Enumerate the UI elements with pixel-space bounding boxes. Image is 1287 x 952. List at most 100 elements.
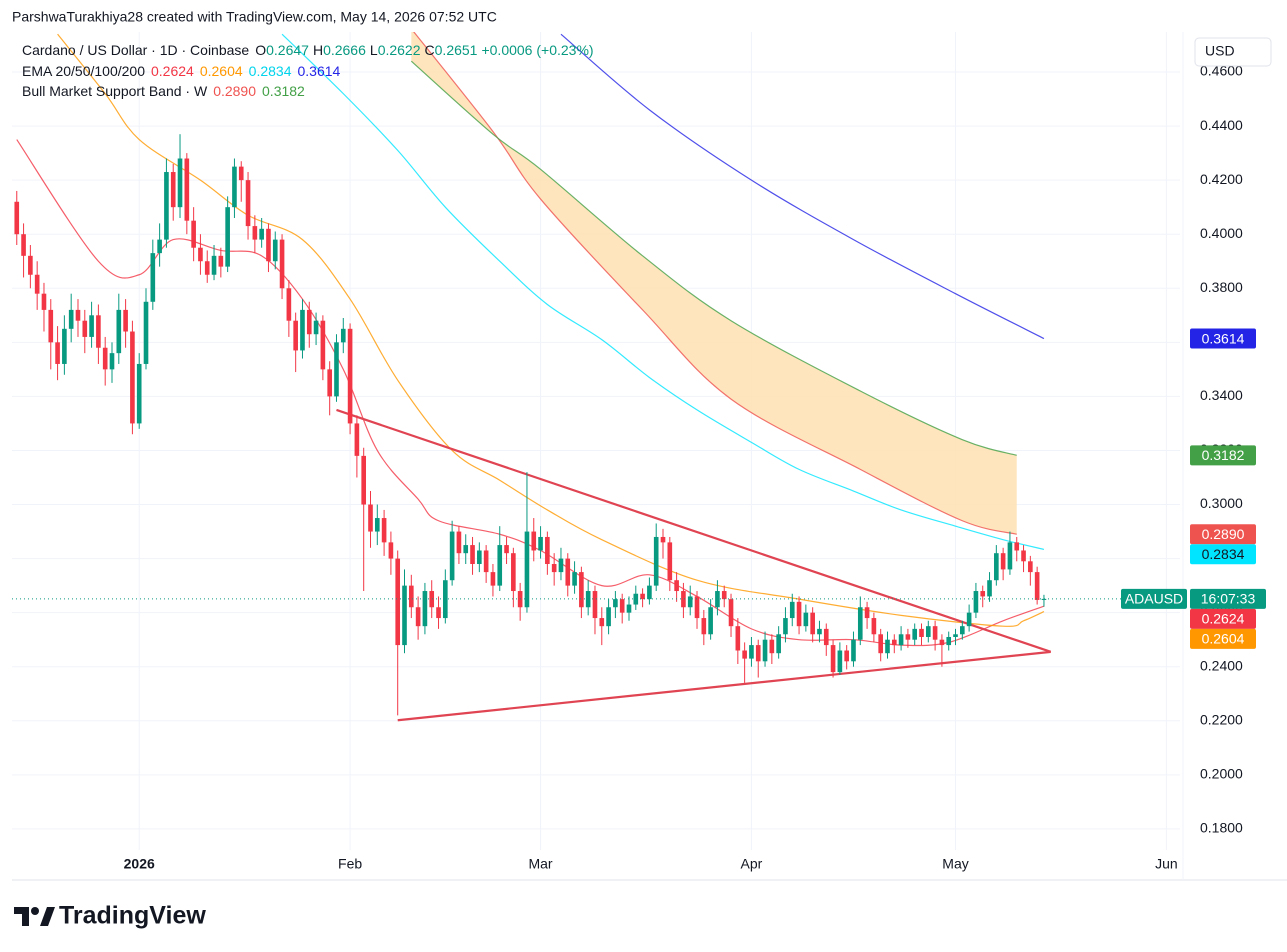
price-label: 0.2834 [1202,546,1245,562]
candle-body [735,626,741,651]
price-label: 0.2604 [1202,631,1245,647]
candle-body [34,274,40,294]
candle-body [1000,553,1006,570]
candle-body [640,593,645,600]
logo-mark [31,907,39,915]
x-tick-label: Jun [1155,856,1178,872]
y-tick-label: 0.4600 [1200,63,1243,79]
candle-body [320,320,326,370]
logo-mark [40,907,55,926]
candle-body [973,591,979,613]
legend-ema: EMA 20/50/100/200 0.2624 0.2604 0.2834 0.361… [22,63,341,79]
candle-body [21,234,26,256]
indicator-line [57,33,1045,627]
candle-body [912,628,918,640]
candle-body [504,545,509,554]
y-tick-label: 0.4200 [1200,171,1243,187]
price-label: 16:07:33 [1201,591,1256,607]
candle-body [388,542,394,559]
candle-body [177,158,183,208]
candle-body [667,542,673,581]
candle-body [851,639,856,662]
candle-body [837,650,843,673]
legend-key: O [255,42,266,58]
currency-button[interactable] [1194,37,1272,67]
trendline [336,408,1052,653]
candle-body [960,626,965,635]
candle-body [422,591,428,627]
candle-body [919,628,924,637]
candle-body [184,158,190,221]
legend-close: 0.2651 [435,42,478,58]
legend-key: H [313,42,323,58]
candle-body [82,320,88,337]
candle-body [905,634,911,640]
candle-body [300,309,305,351]
candle-body [89,315,94,337]
candle-body [789,601,795,619]
candle-body [681,591,686,608]
candle-body [340,328,346,343]
price-label-bg [1190,628,1256,649]
candle-body [109,353,115,370]
candle-body [1041,598,1047,600]
price-label-bg [1190,524,1256,545]
indicator-line [413,32,1017,535]
candle-body [211,255,217,275]
candle-body [286,288,292,321]
logo-mark [14,907,29,926]
y-tick-label: 0.1800 [1200,820,1243,836]
candle-body [708,607,713,635]
candle-body [96,315,101,348]
candle-body [48,309,54,343]
candle-body [810,612,815,635]
candle-body [844,650,849,662]
candle-body [245,180,251,227]
candle-body [408,585,414,608]
price-label-bg [1190,328,1256,349]
candle-body [626,604,632,613]
candle-body [443,580,448,619]
candle-body [599,618,605,627]
x-tick-label: Mar [528,856,552,872]
header: ParshwaTurakhiya28 created with TradingV… [12,9,497,25]
candle-body [354,423,360,456]
candle-body [857,607,863,640]
brand: TradingView [59,902,206,930]
candle-body [769,639,775,654]
price-label: 0.2624 [1202,611,1245,627]
candle-body [347,328,353,424]
candle-body [62,328,67,364]
candle-body [272,239,278,262]
legend-bull-value: 0.2890 [213,83,256,99]
candle-body [306,309,312,335]
x-tick-label: Feb [338,856,362,872]
candle-body [796,601,802,627]
y-tick-label: 0.4000 [1200,225,1243,241]
candle-body [266,228,271,262]
candle-body [143,301,149,364]
candle-body [572,572,577,586]
price-label-bg [1190,445,1256,466]
indicator-line [560,33,1045,340]
candle-body [871,618,877,635]
price-label-bg [1190,544,1256,565]
legend-key: L [370,42,378,58]
candle-body [980,591,986,597]
candle-body [966,612,972,627]
candle-body [313,320,319,335]
currency[interactable]: USD [1205,43,1235,59]
plot [12,32,1180,850]
candle-body [1021,550,1026,562]
candle-body [334,342,339,397]
candle-body [28,255,33,275]
legend-high: 0.2666 [323,42,366,58]
candle-body [14,201,20,235]
candle-body [715,591,720,608]
candle-body [558,558,564,573]
candle-body [633,593,639,605]
candle-body [218,255,224,267]
candle-body [232,166,237,208]
candle-body [538,536,543,551]
